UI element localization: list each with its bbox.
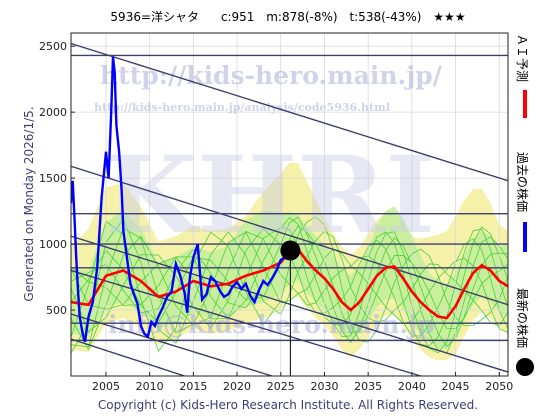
x-tick-label: 2030 [310,380,338,393]
watermark-logo: KHRI [105,132,435,257]
watermark-url: http://kids-hero.main.jp/ [100,61,443,90]
diagonal-trendline [71,165,508,306]
x-tick-label: 2035 [354,380,382,393]
y-tick-label: 2000 [39,106,67,119]
ai-forecast-line [71,247,508,320]
diagonal-trendline [71,235,508,373]
forecast-ensemble-line [71,226,508,354]
chart-header: 5936=洋シャタ c:951 m:878(-8%) t:538(-43%) ★… [110,9,465,24]
forecast-ensemble-line [71,218,508,354]
forecast-ensemble-line [71,230,508,351]
latest-price-marker [280,240,301,261]
diagonal-trendlines [71,42,508,376]
horizontal-levels [71,54,508,342]
watermark-info: info@kids-hero.main.jp [108,310,435,339]
x-tick-label: 2015 [179,380,207,393]
x-tick-label: 2050 [485,380,513,393]
x-tick-label: 2005 [92,380,120,393]
x-tick-label: 2010 [136,380,164,393]
rating-stars: ★★★ [433,10,465,24]
y-tick-label: 500 [46,304,67,317]
y-tick-label: 2500 [39,40,67,53]
diagonal-trendline [71,269,421,376]
legend-latest-swatch [516,358,534,376]
diagonal-trendline [71,42,508,182]
legend-ai-label: ＡＩ予測 [515,34,529,82]
plot-frame [70,32,509,377]
x-tick-label: 2020 [223,380,251,393]
diagonal-trendline [71,313,273,376]
x-tick-label: 2045 [442,380,470,393]
target-price: t:538(-43%) [349,10,421,24]
y-tick-label: 1500 [39,172,67,185]
legend: ＡＩ予測 過去の株価 最新の株価 [515,34,534,376]
x-tick-label: 2040 [398,380,426,393]
legend-past-label: 過去の株価 [515,152,530,212]
median-price: m:878(-8%) [266,10,337,24]
stock-code: 5936=洋シャタ [110,9,199,24]
forecast-ensemble-line [71,216,508,354]
x-tick-label: 2025 [267,380,295,393]
past-price-line [71,56,291,343]
current-price: c:951 [221,10,255,24]
x-axis-ticks: 2005 2010 2015 2020 2025 2030 2035 2040 2045 2050 [92,372,513,393]
y-axis-ticks: 500 1000 1500 2000 2500 [39,40,75,377]
legend-latest-label: 最新の株価 [515,288,530,348]
diagonal-trendline [71,338,185,376]
y-tick-label: 1000 [39,238,67,251]
generated-date-note: Generated on Monday 2026/1/5. [22,106,36,301]
copyright-footer: Copyright (c) Kids-Hero Research Institu… [98,398,478,412]
watermark-analysis-url: http://kids-hero.main.jp/analysis/code59… [94,101,390,114]
